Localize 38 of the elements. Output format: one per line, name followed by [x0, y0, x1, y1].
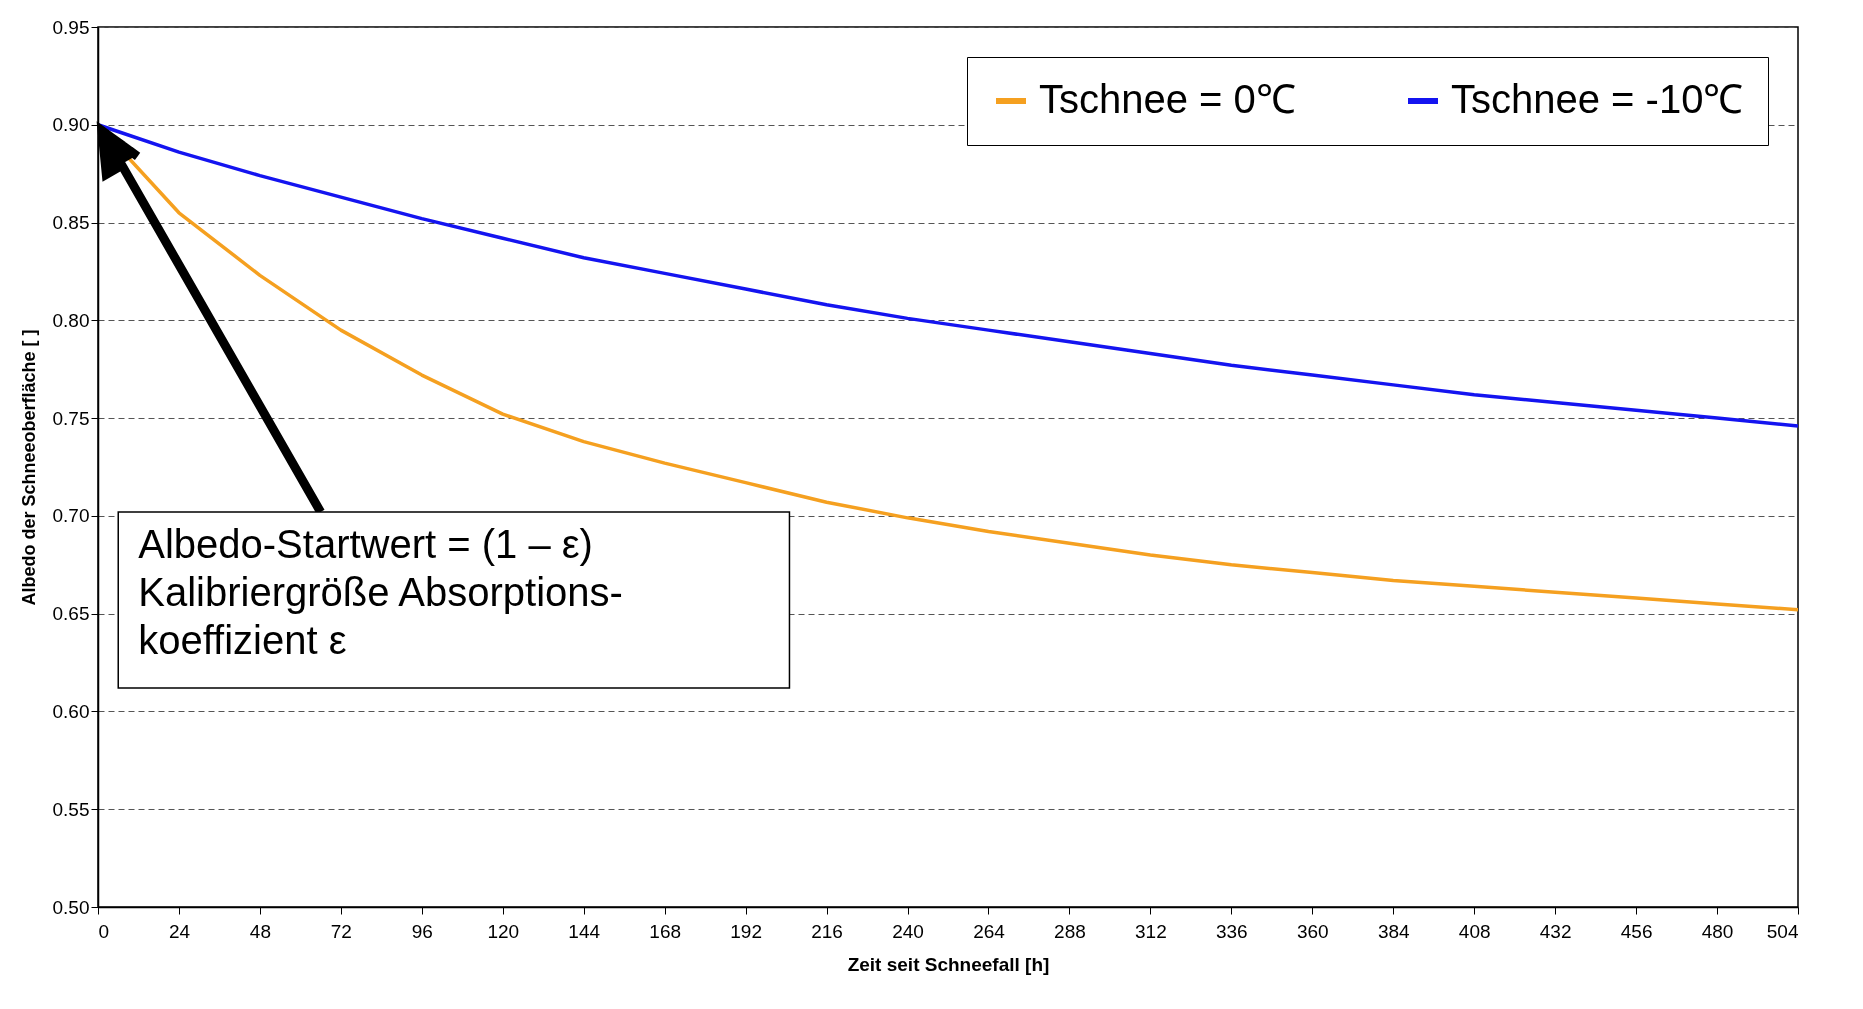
x-tick-label: 216	[811, 920, 843, 942]
x-tick-label: 48	[249, 920, 271, 942]
x-tick-label: 240	[892, 920, 924, 942]
y-tick-label: 0.85	[52, 212, 90, 234]
x-tick-label: 96	[411, 920, 433, 942]
y-axis-title: Albedo der Schneeoberfläche [ ]	[18, 329, 39, 606]
x-tick-label: 312	[1135, 920, 1167, 942]
x-tick-label: 24	[168, 920, 191, 942]
legend-label: Tschnee = 0℃	[1039, 77, 1296, 121]
annotation: Albedo-Startwert = (1 – ε) Kalibriergröße Absorptions- koeffizient ε	[138, 521, 623, 662]
x-tick-label: 480	[1701, 920, 1734, 942]
line-series	[98, 123, 1798, 428]
y-tick-label: 0.50	[52, 896, 90, 918]
y-tick-label: 0.75	[52, 407, 90, 429]
y-tick-label: 0.95	[52, 16, 90, 38]
x-tick-label: 360	[1296, 920, 1329, 942]
x-tick-label: 168	[649, 920, 682, 942]
x-tick-label: 432	[1539, 920, 1572, 942]
x-tick-label: 120	[487, 920, 520, 942]
x-tick-label: 264	[973, 920, 1006, 942]
x-tick-label: 144	[568, 920, 601, 942]
y-tick-label: 0.65	[52, 603, 90, 625]
y-tick-label: 0.70	[52, 505, 90, 527]
x-tick-label: 384	[1377, 920, 1411, 942]
y-tick-label: 0.60	[52, 700, 90, 722]
x-axis-title: Zeit seit Schneefall [h]	[847, 953, 1050, 975]
y-tick-label: 0.80	[52, 309, 90, 331]
y-tick-label: 0.55	[52, 798, 90, 820]
y-tick-label: 0.90	[52, 114, 90, 136]
x-tick-label: 192	[730, 920, 762, 942]
x-tick-label: 336	[1215, 920, 1248, 942]
x-tick-label: 504	[1766, 920, 1799, 942]
legend-label: Tschnee = -10℃	[1451, 77, 1744, 121]
x-tick-label: 456	[1620, 920, 1653, 942]
x-tick-label: 0	[98, 920, 110, 942]
x-tick-label: 288	[1054, 920, 1086, 942]
x-tick-label: 408	[1458, 920, 1491, 942]
x-tick-label: 72	[330, 920, 352, 942]
